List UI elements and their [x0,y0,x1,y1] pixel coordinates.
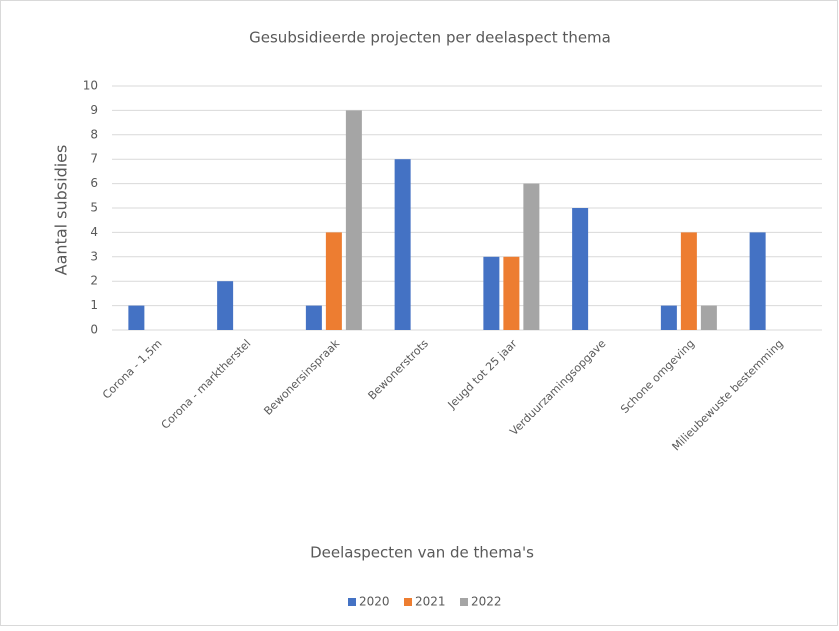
bar [394,159,411,330]
legend-swatch [404,598,412,606]
bar [680,232,697,330]
legend-label: 2020 [359,595,390,609]
bar [660,305,677,330]
bar [483,256,500,330]
bar [217,281,234,330]
chart-title: Gesubsidieerde projecten per deelaspect … [249,29,611,47]
y-tick-label: 8 [90,127,98,141]
y-tick-label: 5 [90,201,98,215]
y-tick-label: 2 [90,274,98,288]
bar [572,208,589,330]
bar [503,256,520,330]
y-tick-label: 4 [90,225,98,239]
x-axis-title: Deelaspecten van de thema's [310,544,534,562]
bar [325,232,342,330]
y-tick-label: 6 [90,176,98,190]
bar [700,305,717,330]
bar [749,232,766,330]
bar [305,305,322,330]
legend-swatch [460,598,468,606]
y-tick-label: 9 [90,103,98,117]
y-tick-label: 1 [90,298,98,312]
bar [345,110,362,331]
y-tick-label: 3 [90,249,98,263]
y-tick-label: 7 [90,152,98,166]
y-tick-label: 10 [83,79,98,93]
legend-swatch [348,598,356,606]
y-tick-label: 0 [90,323,98,337]
legend-label: 2022 [471,595,502,609]
bar [523,183,540,330]
legend-label: 2021 [415,595,446,609]
bar [128,305,145,330]
y-axis-title: Aantal subsidies [52,145,71,276]
